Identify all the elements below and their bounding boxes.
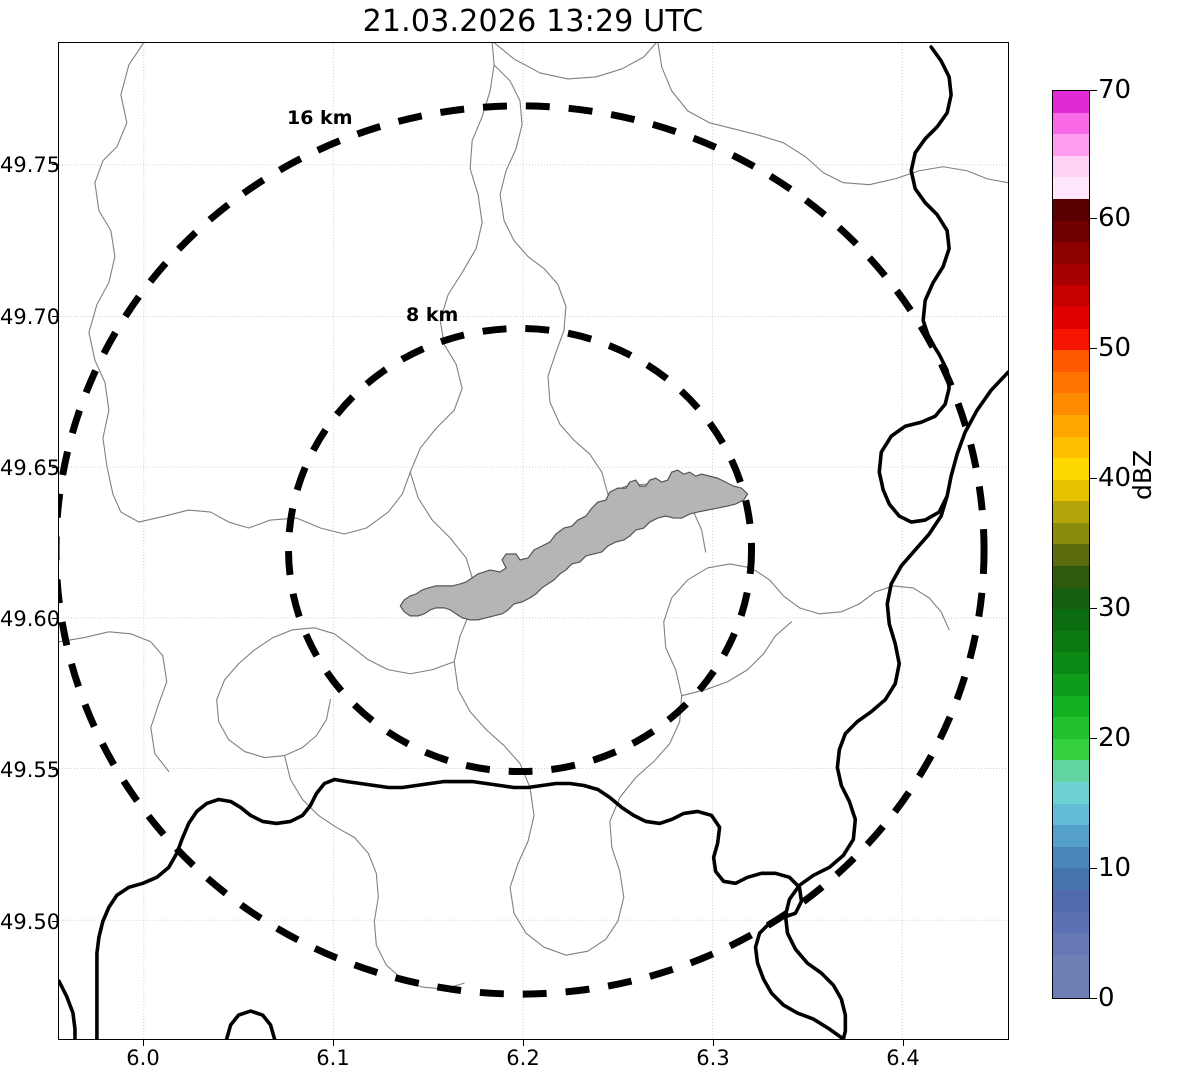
range-ring-8km (285, 324, 756, 776)
x-tickmark (523, 1040, 524, 1046)
colorbar-tick-label: 0 (1098, 983, 1115, 1013)
colorbar-band (1053, 393, 1089, 415)
colorbar-band (1053, 566, 1089, 588)
colorbar-band (1053, 544, 1089, 567)
colorbar-band (1053, 263, 1089, 286)
colorbar-band (1053, 155, 1089, 178)
colorbar-band (1053, 846, 1089, 869)
colorbar-band (1053, 976, 1089, 998)
range-ring-label-8km: 8 km (406, 304, 459, 326)
national-border (59, 45, 1008, 1039)
colorbar-band (1053, 782, 1089, 804)
colorbar-tick-label: 70 (1098, 75, 1132, 105)
y-tick-label: 49.70 (0, 305, 61, 329)
colorbar-band (1053, 674, 1089, 696)
colorbar-tick-label: 30 (1098, 593, 1132, 623)
colorbar-band (1053, 954, 1089, 977)
colorbar-axis-label: dBZ (1128, 449, 1157, 500)
colorbar-band (1053, 760, 1089, 782)
colorbar-tick-label: 20 (1098, 723, 1132, 753)
commune-borders (59, 43, 1008, 990)
colorbar-band (1053, 717, 1089, 739)
colorbar-band (1053, 220, 1089, 243)
colorbar-band (1053, 630, 1089, 653)
colorbar-tickmark (1090, 218, 1097, 220)
luxembourg-city-polygon (399, 469, 749, 621)
x-tickmark (333, 1040, 334, 1046)
colorbar-tickmark (1090, 478, 1097, 480)
page-title: 21.03.2026 13:29 UTC (362, 4, 704, 39)
colorbar-band (1053, 609, 1089, 631)
y-tickmark (52, 618, 58, 619)
y-tick-label: 49.75 (0, 153, 61, 177)
colorbar-tick-label: 10 (1098, 853, 1132, 883)
x-tick-label: 6.1 (316, 1046, 350, 1070)
colorbar-band (1053, 242, 1089, 264)
x-tickmark (143, 1040, 144, 1046)
colorbar-tickmark (1090, 608, 1097, 610)
colorbar-band (1053, 889, 1089, 912)
colorbar-tickmark (1090, 998, 1097, 1000)
colorbar-band (1053, 803, 1089, 826)
y-tickmark (52, 316, 58, 317)
y-tickmark (52, 921, 58, 922)
colorbar-band (1053, 134, 1089, 156)
map-canvas (59, 43, 1008, 1039)
y-tick-label: 49.55 (0, 758, 61, 782)
colorbar-band (1053, 587, 1089, 610)
colorbar-band (1053, 695, 1089, 718)
colorbar-band (1053, 911, 1089, 934)
x-tick-label: 6.4 (886, 1046, 920, 1070)
colorbar-band (1053, 825, 1089, 847)
colorbar-band (1053, 738, 1089, 761)
colorbar-tickmark (1090, 738, 1097, 740)
colorbar-tickmark (1090, 348, 1097, 350)
x-tick-label: 6.3 (696, 1046, 730, 1070)
colorbar-tick-label: 50 (1098, 333, 1132, 363)
colorbar-band (1053, 522, 1089, 545)
x-tick-label: 6.2 (506, 1046, 540, 1070)
y-tick-label: 49.60 (0, 607, 61, 631)
colorbar-band (1053, 868, 1089, 890)
y-tickmark (52, 467, 58, 468)
radar-map-plot: 16 km 8 km (58, 42, 1009, 1040)
y-tick-label: 49.65 (0, 456, 61, 480)
colorbar-band (1053, 933, 1089, 955)
x-tick-label: 6.0 (126, 1046, 160, 1070)
colorbar-band (1053, 177, 1089, 199)
colorbar-tickmark (1090, 868, 1097, 870)
range-ring-16km (59, 102, 988, 998)
range-rings (59, 102, 988, 998)
grid-lines (59, 43, 1008, 1039)
y-tickmark (52, 769, 58, 770)
colorbar-band (1053, 350, 1089, 372)
x-tickmark (903, 1040, 904, 1046)
colorbar-tick-label: 60 (1098, 203, 1132, 233)
colorbar-band (1053, 436, 1089, 459)
colorbar-tickmark (1090, 90, 1097, 92)
range-ring-label-16km: 16 km (287, 107, 353, 129)
colorbar-band (1053, 652, 1089, 675)
y-tickmark (52, 164, 58, 165)
colorbar-tick-label: 40 (1098, 463, 1132, 493)
colorbar (1052, 90, 1090, 999)
colorbar-band (1053, 479, 1089, 502)
y-tick-label: 49.50 (0, 910, 61, 934)
colorbar-band (1053, 198, 1089, 221)
colorbar-band (1053, 328, 1089, 351)
colorbar-band (1053, 91, 1089, 113)
colorbar-band (1053, 371, 1089, 394)
colorbar-band (1053, 501, 1089, 523)
colorbar-band (1053, 458, 1089, 480)
colorbar-band (1053, 285, 1089, 307)
colorbar-band (1053, 414, 1089, 437)
colorbar-band (1053, 112, 1089, 135)
x-tickmark (713, 1040, 714, 1046)
colorbar-band (1053, 306, 1089, 329)
